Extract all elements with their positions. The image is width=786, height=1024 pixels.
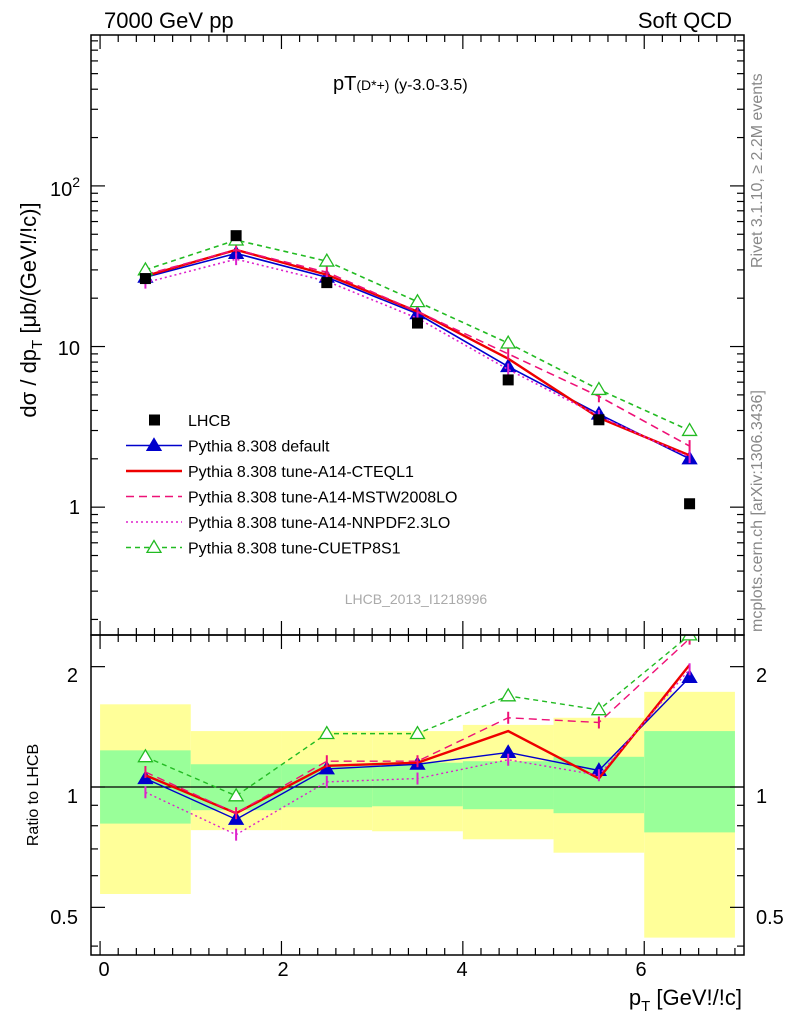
data-point-5 bbox=[593, 414, 605, 426]
main-ytick-label-1: 1 bbox=[69, 497, 80, 519]
xtick-label-4: 4 bbox=[456, 959, 467, 981]
ratio-point-series-4-4 bbox=[500, 687, 517, 702]
ratio-point-series-0-6 bbox=[681, 669, 698, 683]
main-point-series-4-4 bbox=[500, 334, 517, 349]
legend-marker-0 bbox=[145, 437, 163, 452]
main-point-series-4-6 bbox=[681, 422, 698, 437]
data-point-0 bbox=[139, 273, 151, 285]
main-ytick-label-100: 102 bbox=[50, 174, 80, 201]
rivet-version-label: Rivet 3.1.10, ≥ 2.2M events bbox=[749, 73, 766, 268]
main-series-layer bbox=[137, 230, 698, 510]
ratio-ytick-label-2: 2 bbox=[67, 665, 78, 687]
ratio-point-series-4-2 bbox=[318, 725, 335, 740]
band-inner-bin-6 bbox=[644, 731, 735, 833]
plot-title-sub: (D*+) bbox=[356, 77, 389, 93]
ratio-series-layer bbox=[137, 635, 698, 841]
ratio-point-series-4-0 bbox=[137, 748, 154, 763]
data-point-4 bbox=[502, 374, 514, 386]
ratio-point-series-4-5 bbox=[590, 701, 608, 716]
main-point-series-4-5 bbox=[590, 381, 608, 396]
main-y-label-sub: T bbox=[29, 340, 46, 349]
ratio-ytick-label-0.5-right: 0.5 bbox=[756, 907, 784, 929]
header-right: Soft QCD bbox=[638, 8, 732, 33]
legend-label-data: LHCB bbox=[188, 413, 231, 430]
ratio-ytick-label-1: 1 bbox=[67, 786, 78, 808]
x-axis-label: pT [GeV!/!c] bbox=[629, 985, 742, 1015]
main-ytick-label-100-exp: 2 bbox=[72, 174, 80, 190]
header-left: 7000 GeV pp bbox=[104, 8, 234, 33]
main-ytick-label-100-base: 10 bbox=[50, 179, 72, 201]
x-axis-label-text: p bbox=[629, 985, 641, 1010]
legend-label-1: Pythia 8.308 tune-A14-CTEQL1 bbox=[188, 464, 414, 481]
legend-marker-4 bbox=[145, 539, 163, 554]
ratio-point-series-4-6 bbox=[681, 635, 698, 641]
ratio-point-series-4-1 bbox=[227, 787, 245, 802]
data-point-3 bbox=[412, 317, 423, 329]
ratio-y-axis-label: Ratio to LHCB bbox=[25, 744, 42, 846]
axes-layer bbox=[90, 34, 745, 956]
legend-label-4: Pythia 8.308 tune-CUETP8S1 bbox=[188, 541, 401, 558]
main-y-label-tail: [μb/(GeV!/!c)] bbox=[16, 202, 41, 339]
main-ytick-label-10: 10 bbox=[58, 338, 80, 360]
main-point-series-4-2 bbox=[318, 252, 335, 267]
main-y-label-text: dσ / dp bbox=[16, 349, 41, 418]
data-point-2 bbox=[321, 277, 333, 289]
legend: LHCB Pythia 8.308 default Pythia 8.308 tun… bbox=[126, 413, 457, 558]
band-inner-bin-4 bbox=[462, 761, 554, 810]
xtick-label-6: 6 bbox=[635, 959, 646, 981]
analysis-watermark: LHCB_2013_I1218996 bbox=[345, 591, 488, 607]
legend-label-2: Pythia 8.308 tune-A14-MSTW2008LO bbox=[188, 490, 457, 507]
xtick-label-0: 0 bbox=[98, 959, 109, 981]
x-axis-label-sub: T bbox=[641, 998, 650, 1015]
plot-title-rest: (y-3.0-3.5) bbox=[389, 77, 467, 94]
data-point-6 bbox=[684, 498, 696, 510]
ratio-ytick-label-2-right: 2 bbox=[756, 665, 767, 687]
ratio-ytick-label-1-right: 1 bbox=[756, 786, 767, 808]
ratio-point-series-4-3 bbox=[409, 725, 426, 740]
ratio-plot-frame bbox=[90, 634, 745, 956]
data-point-1 bbox=[230, 230, 242, 242]
plot-title-main: pT bbox=[333, 73, 356, 95]
main-point-series-4-3 bbox=[409, 293, 426, 308]
legend-label-0: Pythia 8.308 default bbox=[188, 439, 330, 456]
ratio-ytick-label-0.5: 0.5 bbox=[50, 907, 78, 929]
main-y-axis-label: dσ / dpT [μb/(GeV!/!c)] bbox=[16, 202, 46, 417]
mcplots-label: mcplots.cern.ch [arXiv:1306.3436] bbox=[749, 390, 766, 632]
legend-marker-data bbox=[149, 414, 160, 426]
legend-label-3: Pythia 8.308 tune-A14-NNPDF2.3LO bbox=[188, 515, 450, 532]
x-axis-label-tail: [GeV!/!c] bbox=[650, 985, 742, 1010]
plot-title: pT(D*+) (y-3.0-3.5) bbox=[333, 73, 468, 95]
xtick-label-2: 2 bbox=[277, 959, 288, 981]
